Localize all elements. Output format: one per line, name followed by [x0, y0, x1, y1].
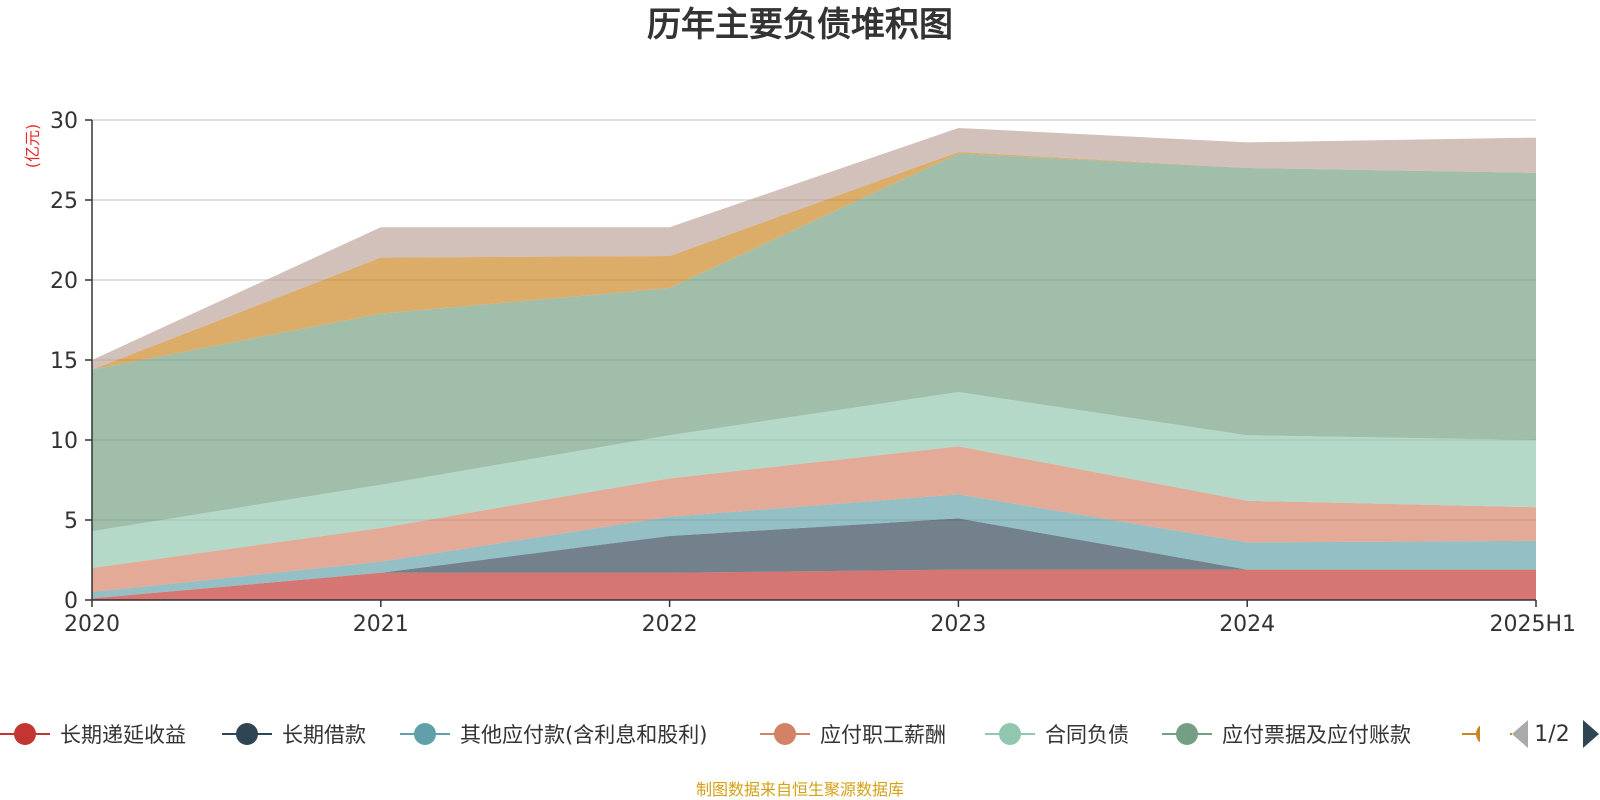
legend-circle-marker	[1176, 723, 1198, 745]
legend-label: 应付职工薪酬	[820, 723, 946, 747]
y-tick-label: 15	[50, 349, 78, 374]
legend-item[interactable]: 合同负债	[985, 723, 1129, 747]
area-series-5[interactable]	[92, 153, 1536, 532]
legend-circle-marker	[14, 723, 36, 745]
legend-overflow-mask	[1480, 710, 1510, 760]
y-tick-label: 20	[50, 269, 78, 294]
legend-item[interactable]: 应付职工薪酬	[760, 723, 946, 747]
legend-next-page-button[interactable]	[1583, 720, 1599, 748]
x-tick-label: 2021	[353, 612, 409, 637]
area-series-7[interactable]	[92, 128, 1536, 370]
area-series-3[interactable]	[92, 446, 1536, 592]
chart-title: 历年主要负债堆积图	[647, 5, 953, 45]
legend-label: 应付票据及应付账款	[1222, 723, 1411, 747]
x-tick-label: 2025H1	[1489, 612, 1576, 637]
legend-label: 长期借款	[282, 723, 366, 747]
y-tick-label: 25	[50, 189, 78, 214]
legend-item[interactable]: 长期递延收益	[0, 723, 186, 747]
area-series-4[interactable]	[92, 392, 1536, 568]
legend-prev-page-button[interactable]	[1512, 720, 1528, 748]
legend-circle-marker	[999, 723, 1021, 745]
area-series-2[interactable]	[92, 494, 1536, 599]
x-tick-label: 2022	[642, 612, 698, 637]
axes: 0 5 10 15 20 25 30 2020 2021 2022 2023 2024 2025H1	[50, 109, 1576, 637]
area-series	[92, 128, 1536, 600]
data-source-note: 制图数据来自恒生聚源数据库	[696, 780, 904, 799]
x-tick-label: 2020	[64, 612, 120, 637]
legend-circle-marker	[774, 723, 796, 745]
y-tick-label: 5	[64, 509, 78, 534]
area-series-0[interactable]	[92, 569, 1536, 600]
legend[interactable]: 长期递延收益 长期借款 其他应付款(含利息和股利) 应付职工薪酬 合同负债 应付票据及应付…	[0, 710, 1512, 760]
y-tick-label: 0	[64, 589, 78, 614]
y-tick-label: 10	[50, 429, 78, 454]
x-tick-label: 2023	[930, 612, 986, 637]
legend-circle-marker	[414, 723, 436, 745]
legend-item[interactable]: 长期借款	[222, 723, 366, 747]
legend-item[interactable]: 应付票据及应付账款	[1162, 723, 1411, 747]
y-tick-label: 30	[50, 109, 78, 134]
legend-label: 合同负债	[1045, 723, 1129, 747]
legend-page-indicator: 1/2	[1534, 722, 1569, 747]
legend-pager[interactable]: 1/2	[1512, 720, 1599, 748]
x-tick-label: 2024	[1219, 612, 1275, 637]
legend-label: 长期递延收益	[60, 723, 186, 747]
legend-circle-marker	[236, 723, 258, 745]
y-axis-unit-label: (亿元)	[23, 124, 42, 169]
area-series-6[interactable]	[92, 152, 1536, 370]
legend-label: 其他应付款(含利息和股利)	[460, 723, 707, 747]
legend-item[interactable]: 其他应付款(含利息和股利)	[400, 723, 707, 747]
area-series-1[interactable]	[92, 518, 1536, 599]
